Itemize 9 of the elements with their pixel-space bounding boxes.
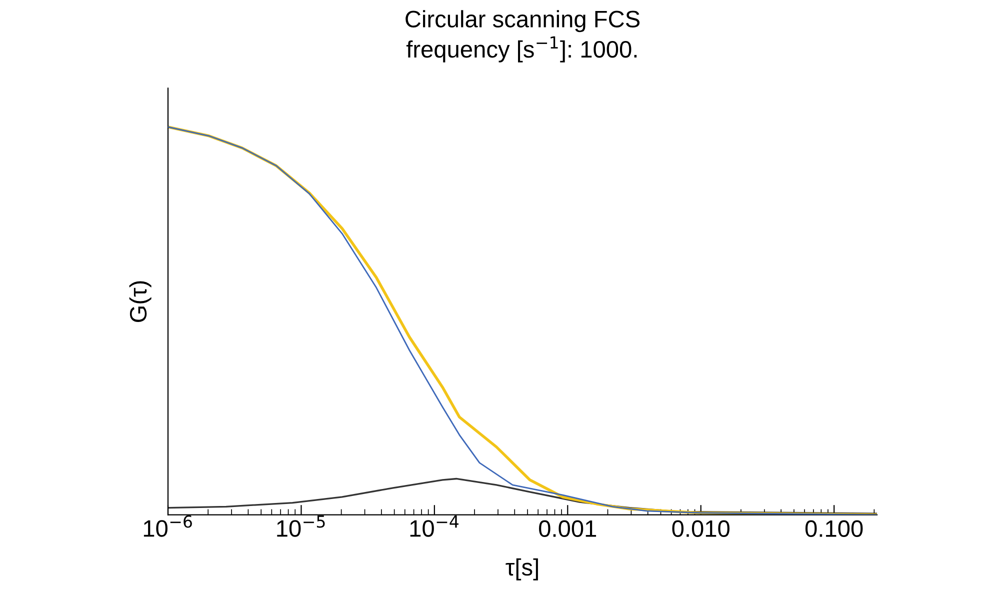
x-tick-label: 0.100	[805, 520, 863, 538]
x-tick-label: 0.001	[539, 520, 596, 538]
x-tick-label: 10$^{−6}$	[144, 515, 192, 537]
chart-title: Circular scanning FCS frequency [s$^{−1}$]: 1000.	[406, 10, 640, 62]
y-axis-title: G(τ)	[129, 281, 152, 322]
x-tick-label: 10$^{−4}$	[410, 516, 458, 537]
x-tick-label: 10$^{−5}$	[277, 516, 325, 537]
x-axis-title: τ[s]	[506, 558, 538, 580]
x-tick-label: 0.010	[672, 520, 730, 538]
